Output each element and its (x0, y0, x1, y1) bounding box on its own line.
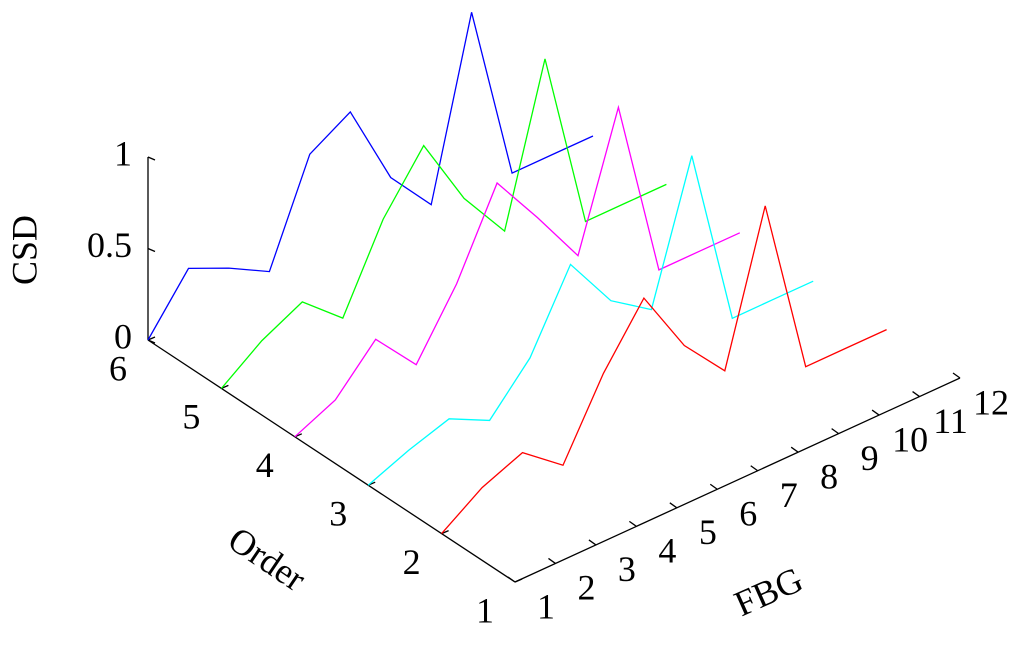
x-tick-label: 12 (973, 382, 1009, 422)
x-tick (669, 502, 678, 509)
y-tick-label: 5 (182, 397, 200, 437)
x-tick (871, 409, 880, 416)
x-tick-label: 7 (780, 475, 798, 515)
x-tick-label: 3 (618, 549, 636, 589)
x-tick-label: 4 (658, 531, 676, 571)
x-axis-label: FBG (728, 559, 808, 624)
x-tick-label: 8 (820, 456, 838, 496)
x-tick-label: 10 (892, 419, 928, 459)
z-tick-label: 0.5 (87, 225, 132, 265)
x-tick-label: 1 (537, 586, 555, 626)
x-tick (709, 483, 718, 490)
series-line (294, 104, 741, 438)
x-axis (514, 377, 961, 583)
z-tick (147, 247, 156, 253)
y-axis-label: Order (221, 519, 313, 599)
z-axis-label: CSD (4, 215, 44, 285)
series-line (441, 205, 887, 535)
series-line (147, 12, 594, 341)
y-tick-label: 1 (476, 590, 494, 630)
y-tick (514, 578, 523, 583)
x-tick (548, 557, 556, 564)
x-tick-label: 2 (577, 568, 595, 608)
y-tick-label: 3 (329, 493, 347, 533)
series-line (220, 58, 667, 389)
y-tick-label: 6 (109, 348, 127, 388)
z-tick-label: 1 (114, 133, 132, 173)
y-tick-label: 4 (256, 445, 274, 485)
x-tick (952, 372, 961, 379)
x-tick-label: 5 (699, 512, 717, 552)
series-line (367, 155, 814, 486)
y-tick (147, 336, 156, 341)
z-tick-label: 0 (114, 316, 132, 356)
x-tick (507, 576, 516, 583)
x-tick (628, 520, 637, 527)
x-tick (912, 391, 920, 398)
x-tick-label: 11 (933, 401, 968, 441)
z-tick (147, 339, 156, 344)
x-tick-label: 6 (739, 494, 757, 534)
y-axis (147, 339, 516, 583)
x-tick-label: 9 (861, 438, 879, 478)
x-tick (790, 446, 799, 453)
z-tick (147, 156, 156, 161)
x-tick (750, 465, 759, 472)
x-tick (831, 428, 840, 435)
y-tick-label: 2 (403, 542, 421, 582)
x-tick (588, 539, 597, 546)
